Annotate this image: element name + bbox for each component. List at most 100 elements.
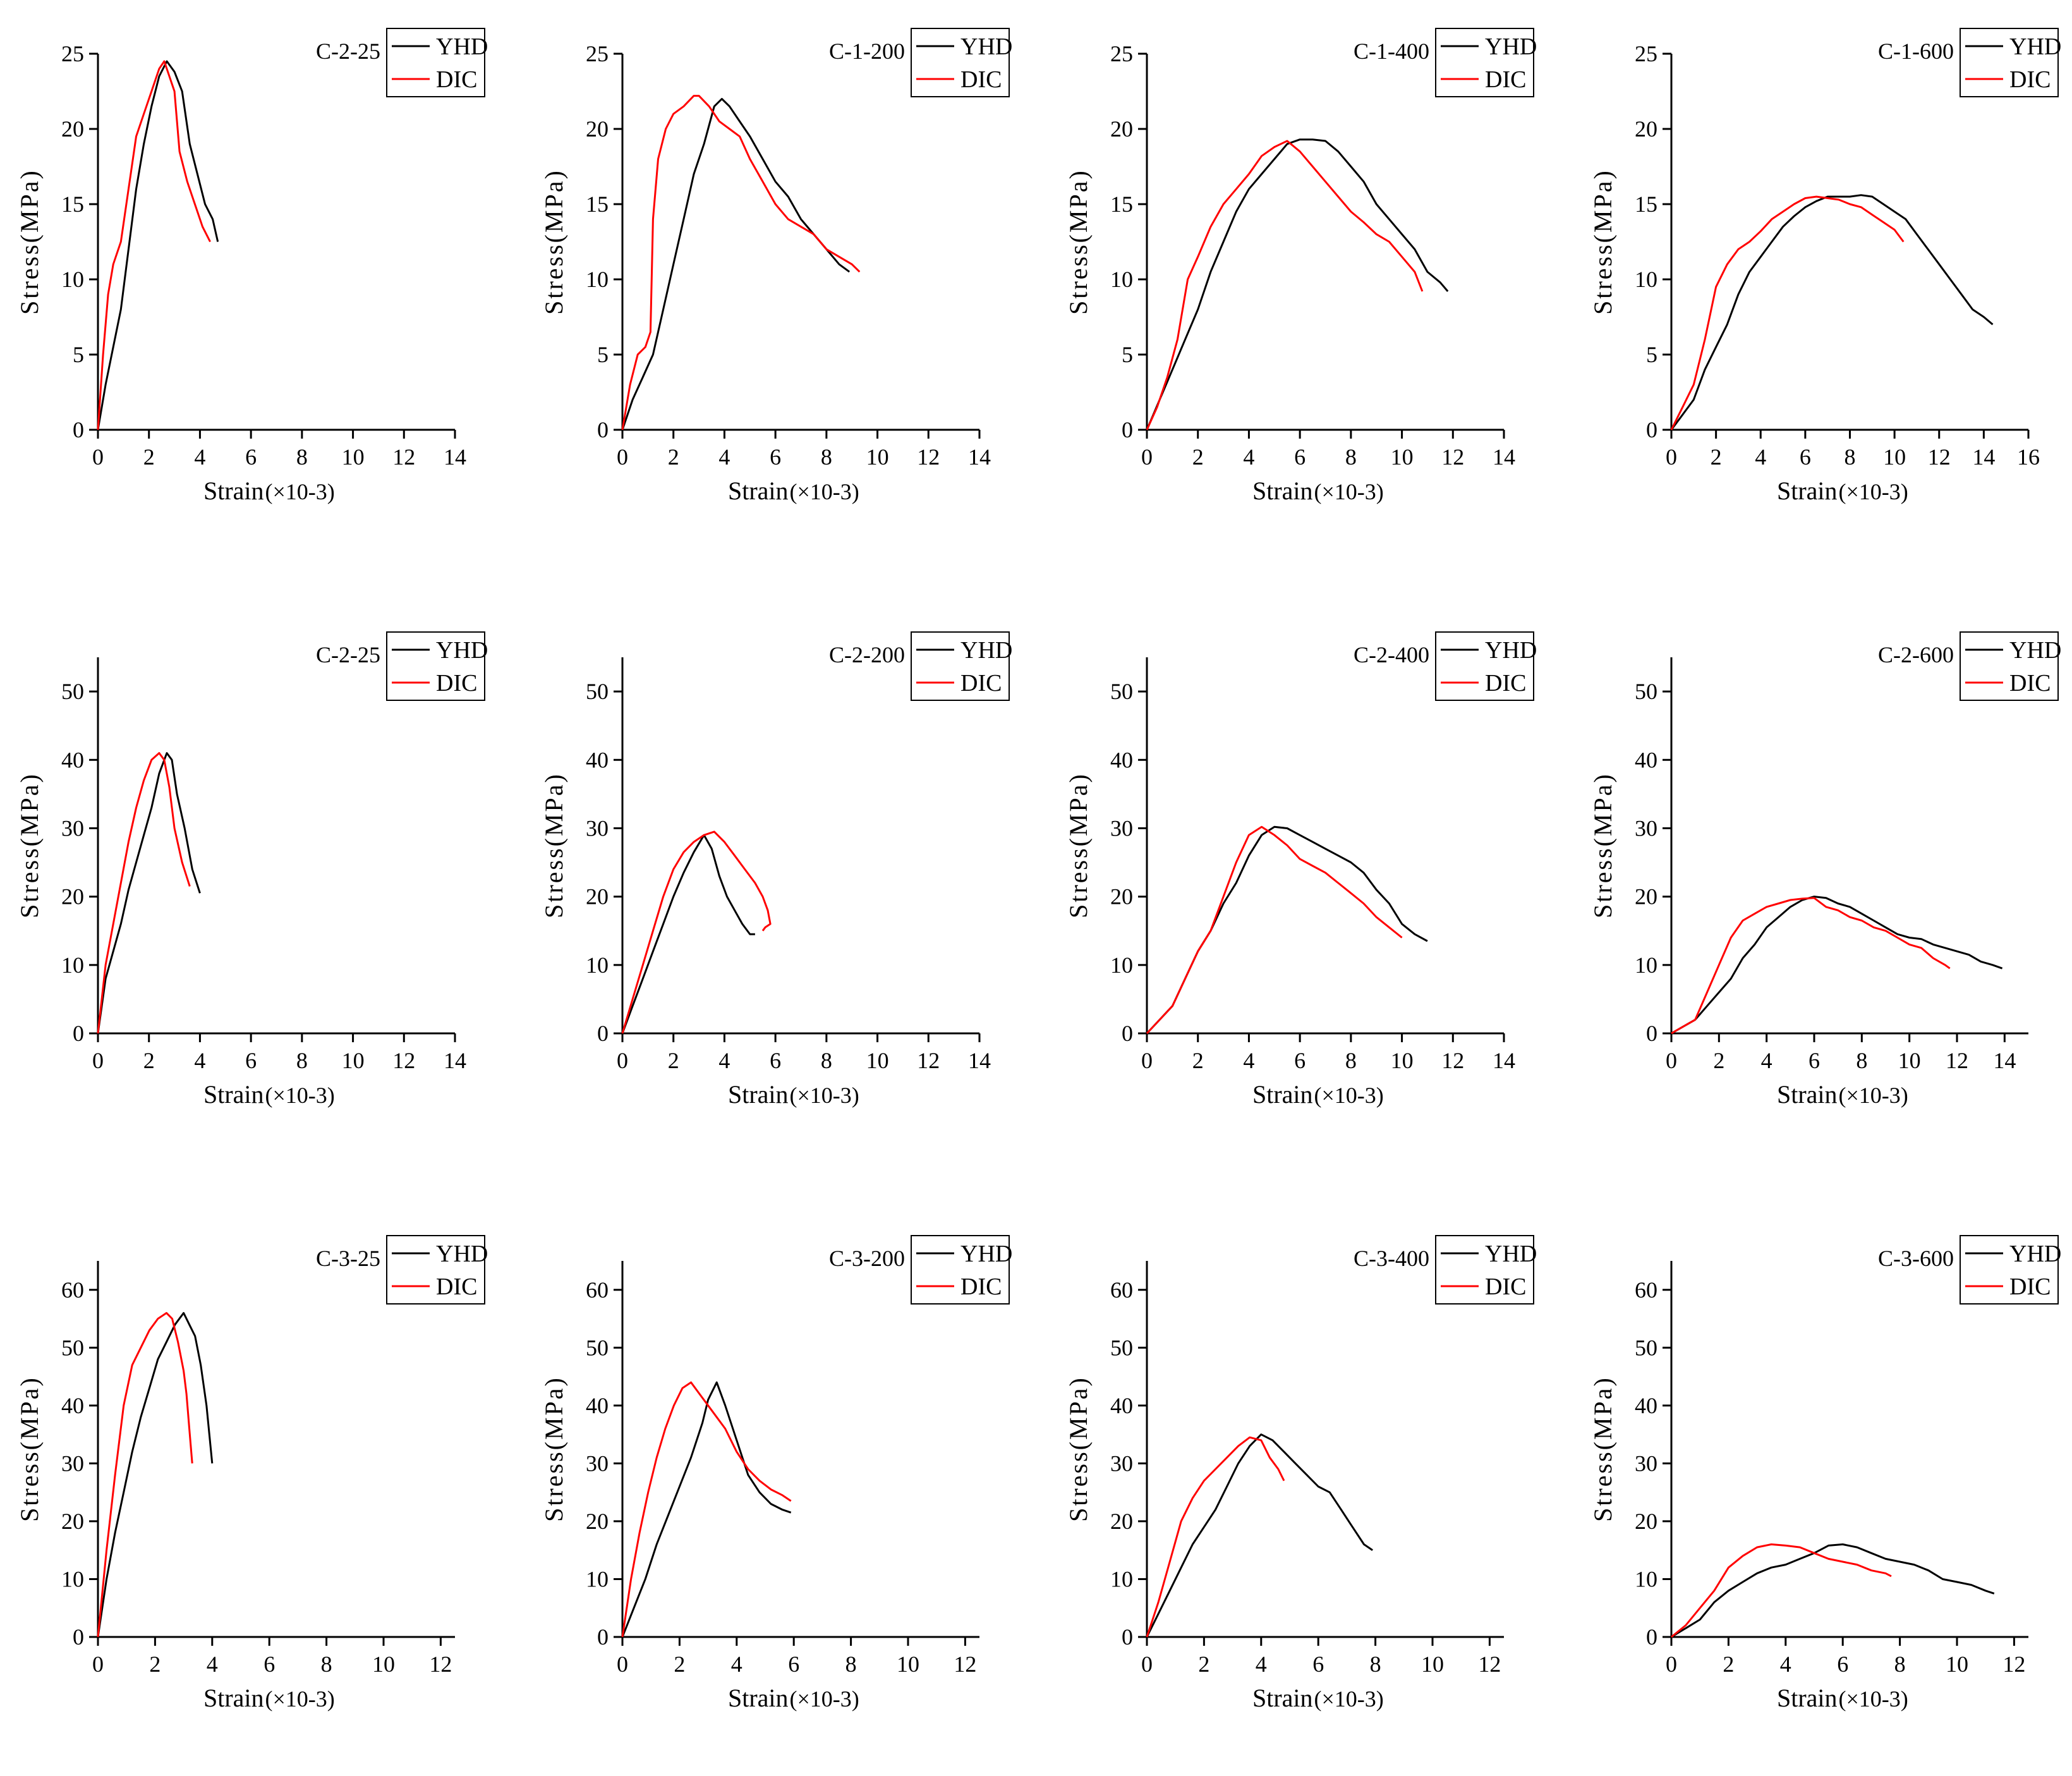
x-tick-label: 4 [1243,444,1254,470]
series-line-dic [1146,140,1424,430]
chart-panel: 0 2 4 6 8 10 12 0 10 20 30 40 50 60 Stress(MPa) Strain(… [0,1232,499,1776]
x-tick-label: 10 [1946,1651,1968,1677]
x-tick-label: 14 [1993,1048,2016,1073]
x-tick-label: 12 [392,444,415,470]
y-tick-label: 0 [597,1021,609,1046]
chart-svg: 0 2 4 6 8 10 12 0 10 20 30 40 50 60 Stress(MPa) Strain(… [1589,1235,2061,1712]
x-tick-label: 0 [617,1651,628,1677]
y-tick-label: 60 [1635,1277,1657,1303]
legend-label-dic: DIC [1485,1274,1526,1300]
y-axis-label: Stress(MPa) [1064,1376,1093,1522]
y-tick-label: 50 [1110,679,1133,704]
x-tick-label: 0 [92,1651,104,1677]
legend [1960,1235,2059,1305]
x-tick-label: 2 [1713,1048,1724,1073]
x-tick-label: 0 [1666,1048,1677,1073]
y-tick-label: 30 [1635,1451,1657,1476]
legend-label-yhd: YHD [2009,1241,2061,1267]
chart-svg: 0 2 4 6 8 10 12 14 0 5 10 15 20 25 Stress(MPa) Strain (×… [1064,28,1537,505]
x-tick-label: 6 [1800,444,1811,470]
chart-svg: 0 2 4 6 8 10 12 14 0 10 20 30 40 50 Stress(MPa) Strain(… [15,631,488,1109]
y-tick-label: 30 [586,815,609,841]
x-tick-label: 0 [1141,444,1153,470]
legend-label-dic: DIC [960,670,1002,696]
x-tick-label: 8 [321,1651,332,1677]
legend-label-yhd: YHD [436,33,488,60]
y-tick-label: 20 [586,1509,609,1534]
series-line-dic [1671,897,1951,1035]
series-line-yhd [97,752,201,1034]
panel-title: C-2-25 [316,39,380,64]
y-tick-label: 15 [1110,192,1133,217]
chart-svg: 0 2 4 6 8 10 12 14 0 5 10 15 20 25 Stress(MPa) Strain (×… [540,28,1012,505]
y-tick-label: 20 [1110,884,1133,909]
x-tick-label: 4 [207,1651,218,1677]
series-line-dic [97,60,211,430]
panel-title: C-2-200 [829,642,905,667]
x-tick-label: 12 [2002,1651,2025,1677]
chart-panel: 0 2 4 6 8 10 12 14 0 10 20 30 40 50 Stress(MPa) Strain(… [524,629,1024,1172]
x-tick-label: 14 [1972,444,1995,470]
x-tick-label: 2 [143,444,155,470]
x-axis-unit: (×10-3) [790,1686,859,1712]
x-tick-label: 14 [444,1048,466,1073]
chart-svg: 0 2 4 6 8 10 12 14 0 10 20 30 40 50 Stress(MPa) Strain(… [540,631,1012,1109]
y-tick-label: 40 [586,1393,609,1418]
legend-label-dic: DIC [1485,670,1526,696]
series-line-yhd [1670,194,1994,430]
y-tick-label: 15 [586,192,609,217]
legend [1435,28,1534,97]
y-tick-label: 15 [1635,192,1657,217]
legend-label-yhd: YHD [1485,33,1537,60]
legend [911,1235,1010,1305]
x-tick-label: 12 [1478,1651,1501,1677]
x-axis-label: Strain [1777,1684,1838,1712]
legend [911,28,1010,97]
legend-label-dic: DIC [2009,66,2051,93]
series-line-yhd [621,97,851,430]
chart-panel: 0 2 4 6 8 10 12 0 10 20 30 40 50 60 Stress(MPa) Strain(… [1573,1232,2072,1776]
x-tick-label: 0 [617,444,628,470]
legend-label-yhd: YHD [2009,33,2061,60]
y-tick-label: 60 [1110,1277,1133,1303]
x-axis-unit: (×10-3) [1314,479,1384,504]
x-tick-label: 14 [968,1048,991,1073]
x-axis-unit: (×10-3) [265,1686,335,1712]
y-tick-label: 40 [1110,1393,1133,1418]
legend [386,631,485,701]
chart-svg: 0 2 4 6 8 10 12 14 0 5 10 15 20 25 Stress(MPa) Strain (×… [15,28,488,505]
x-tick-label: 10 [1421,1651,1444,1677]
y-tick-label: 0 [1122,1021,1133,1046]
x-tick-label: 0 [1141,1048,1153,1073]
legend [386,1235,485,1305]
chart-svg: 0 2 4 6 8 10 12 14 0 10 20 30 40 50 Stress(MPa) Strain(… [1589,631,2061,1109]
x-tick-label: 12 [1441,1048,1464,1073]
series-line-yhd [1671,1543,1995,1638]
x-tick-label: 6 [770,1048,781,1073]
x-tick-label: 10 [1898,1048,1921,1073]
panel-title: C-3-600 [1878,1246,1954,1271]
x-tick-label: 4 [1761,1048,1772,1073]
y-axis-label: Stress(MPa) [1589,169,1617,315]
x-tick-label: 8 [1370,1651,1381,1677]
x-tick-label: 14 [968,444,991,470]
x-tick-label: 8 [1894,1651,1906,1677]
y-tick-label: 5 [1646,342,1657,367]
y-tick-label: 25 [1110,41,1133,66]
x-tick-label: 14 [1493,1048,1515,1073]
series-line-dic [621,95,861,430]
y-tick-label: 60 [61,1277,84,1303]
x-tick-label: 12 [392,1048,415,1073]
y-tick-label: 20 [1110,116,1133,142]
x-tick-label: 8 [1345,1048,1357,1073]
y-axis-label: Stress(MPa) [540,772,568,918]
x-tick-label: 6 [245,444,257,470]
y-tick-label: 40 [1110,747,1133,772]
chart-panel: 0 2 4 6 8 10 12 14 0 5 10 15 20 25 Stress(MPa) Strain (×… [524,25,1024,569]
x-tick-label: 4 [194,444,205,470]
legend [1435,631,1534,701]
y-tick-label: 25 [586,41,609,66]
x-tick-label: 2 [674,1651,685,1677]
x-tick-label: 10 [342,444,365,470]
x-tick-label: 4 [731,1651,742,1677]
